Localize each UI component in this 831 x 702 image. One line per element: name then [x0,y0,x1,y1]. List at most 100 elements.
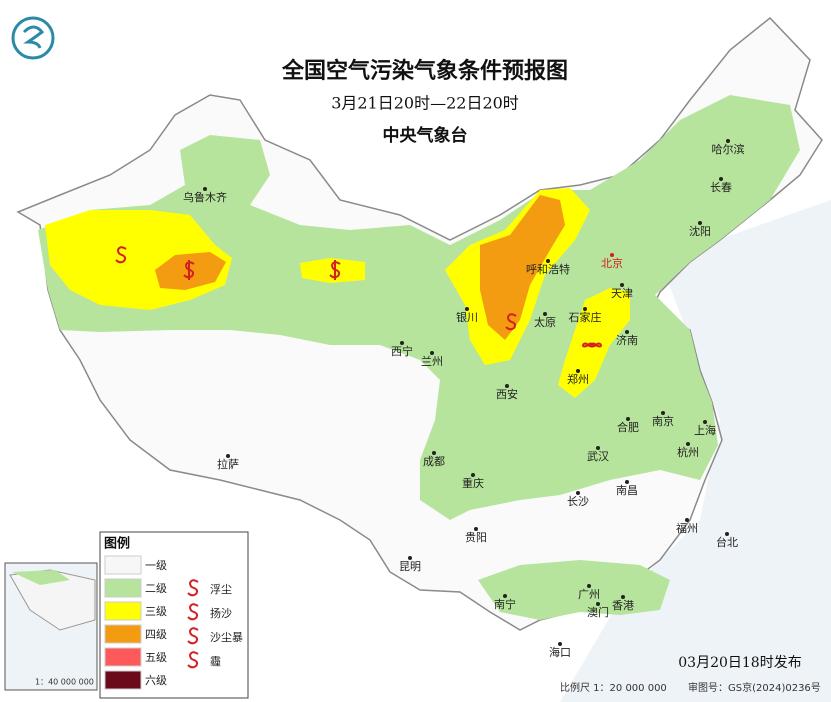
city-label: 拉萨 [217,457,239,471]
city-dot [471,473,475,477]
city-dot [432,451,436,455]
city-label: 长沙 [567,495,589,508]
city-label: 昆明 [399,560,421,573]
city-label: 澳门 [587,605,609,619]
legend-swatch [104,578,142,598]
city-label: 沈阳 [689,224,711,238]
city-dot [465,307,469,311]
city-dot [474,527,478,531]
city-label: 成都 [423,455,445,468]
city-label: 乌鲁木齐 [183,190,227,204]
approval-number: 审图号：GS京(2024)0236号 [688,681,821,694]
city-label: 西安 [496,387,518,401]
city-dot [587,584,591,588]
legend-symbol-label: 浮尘 [210,583,232,596]
legend-symbol [187,651,199,669]
sand-symbol [183,260,195,280]
level-3-area-mid [300,258,365,283]
inset-green [12,570,70,585]
haze-symbol [582,342,602,348]
city-label: 南昌 [616,484,638,497]
legend-symbol-label: 扬沙 [210,606,232,620]
city-label: 南宁 [494,597,516,611]
legend-swatch [104,624,142,644]
city-dot [719,177,723,181]
city-label: 香港 [612,599,634,612]
city-dot [625,480,629,484]
city-label: 郑州 [567,372,589,386]
city-dot [610,253,614,257]
city-dot [725,532,729,536]
legend-symbol-label: 霾 [210,655,221,668]
city-label: 银川 [456,310,478,324]
city-dot [430,351,434,355]
city-label: 长春 [710,181,732,194]
city-dot [583,307,587,311]
legend-level: 二级 [145,582,167,595]
legend-level: 五级 [145,651,167,664]
legend-symbol-label: 沙尘暴 [210,631,243,644]
city-dot [703,420,707,424]
city-label: 福州 [676,521,698,535]
legend-level: 三级 [145,605,167,618]
legend-symbol [187,603,199,621]
city-label: 武汉 [587,450,609,463]
legend-swatch [104,670,142,690]
level-2-area [38,95,800,520]
city-dot [546,259,550,263]
city-label: 杭州 [677,445,699,459]
sand-symbol [329,260,341,280]
city-dot [576,491,580,495]
city-dot [621,595,625,599]
logo-mark [22,25,45,49]
city-dot [596,446,600,450]
city-label: 上海 [694,423,716,437]
city-dot [505,384,509,388]
city-label: 太原 [534,316,556,329]
city-dot [685,518,689,522]
city-dot [726,139,730,143]
city-dot [408,556,412,560]
city-label: 西宁 [391,344,413,358]
city-dot [698,221,702,225]
legend-swatch [104,647,142,667]
city-dot [661,411,665,415]
sea [560,200,831,702]
city-dot [576,369,580,373]
city-label: 重庆 [462,476,484,490]
city-dot [626,417,630,421]
city-dot [400,341,404,345]
inset-land [9,569,96,631]
issued-time: 03月20日18时发布 [678,655,801,671]
city-label: 兰州 [421,355,443,368]
city-label: 石家庄 [569,310,602,324]
legend-title: 图例 [104,536,130,552]
inset-scale: 1：40 000 000 [35,678,94,687]
city-dot [503,594,507,598]
city-dot [686,442,690,446]
legend-symbol [187,627,199,645]
map-title: 全国空气污染气象条件预报图 [281,58,568,84]
city-dot [596,602,600,606]
city-label: 台北 [716,535,738,549]
city-dot [203,187,207,191]
dust-symbol [505,313,517,331]
legend-level: 六级 [145,674,167,687]
city-label: 北京 [601,256,623,270]
city-label: 南京 [652,414,674,428]
city-label: 海口 [549,645,571,659]
legend-symbol [187,579,199,597]
level-2-area-south [478,560,670,620]
dust-symbol [115,246,127,264]
map-period: 3月21日20时—22日20时 [331,94,519,113]
city-label: 呼和浩特 [526,262,570,276]
city-label: 合肥 [617,420,639,434]
city-label: 广州 [578,588,600,601]
city-dot [625,330,629,334]
legend-level: 一级 [145,559,167,572]
city-dot [543,312,547,316]
weather-symbols [115,246,602,348]
city-label: 天津 [611,287,633,300]
